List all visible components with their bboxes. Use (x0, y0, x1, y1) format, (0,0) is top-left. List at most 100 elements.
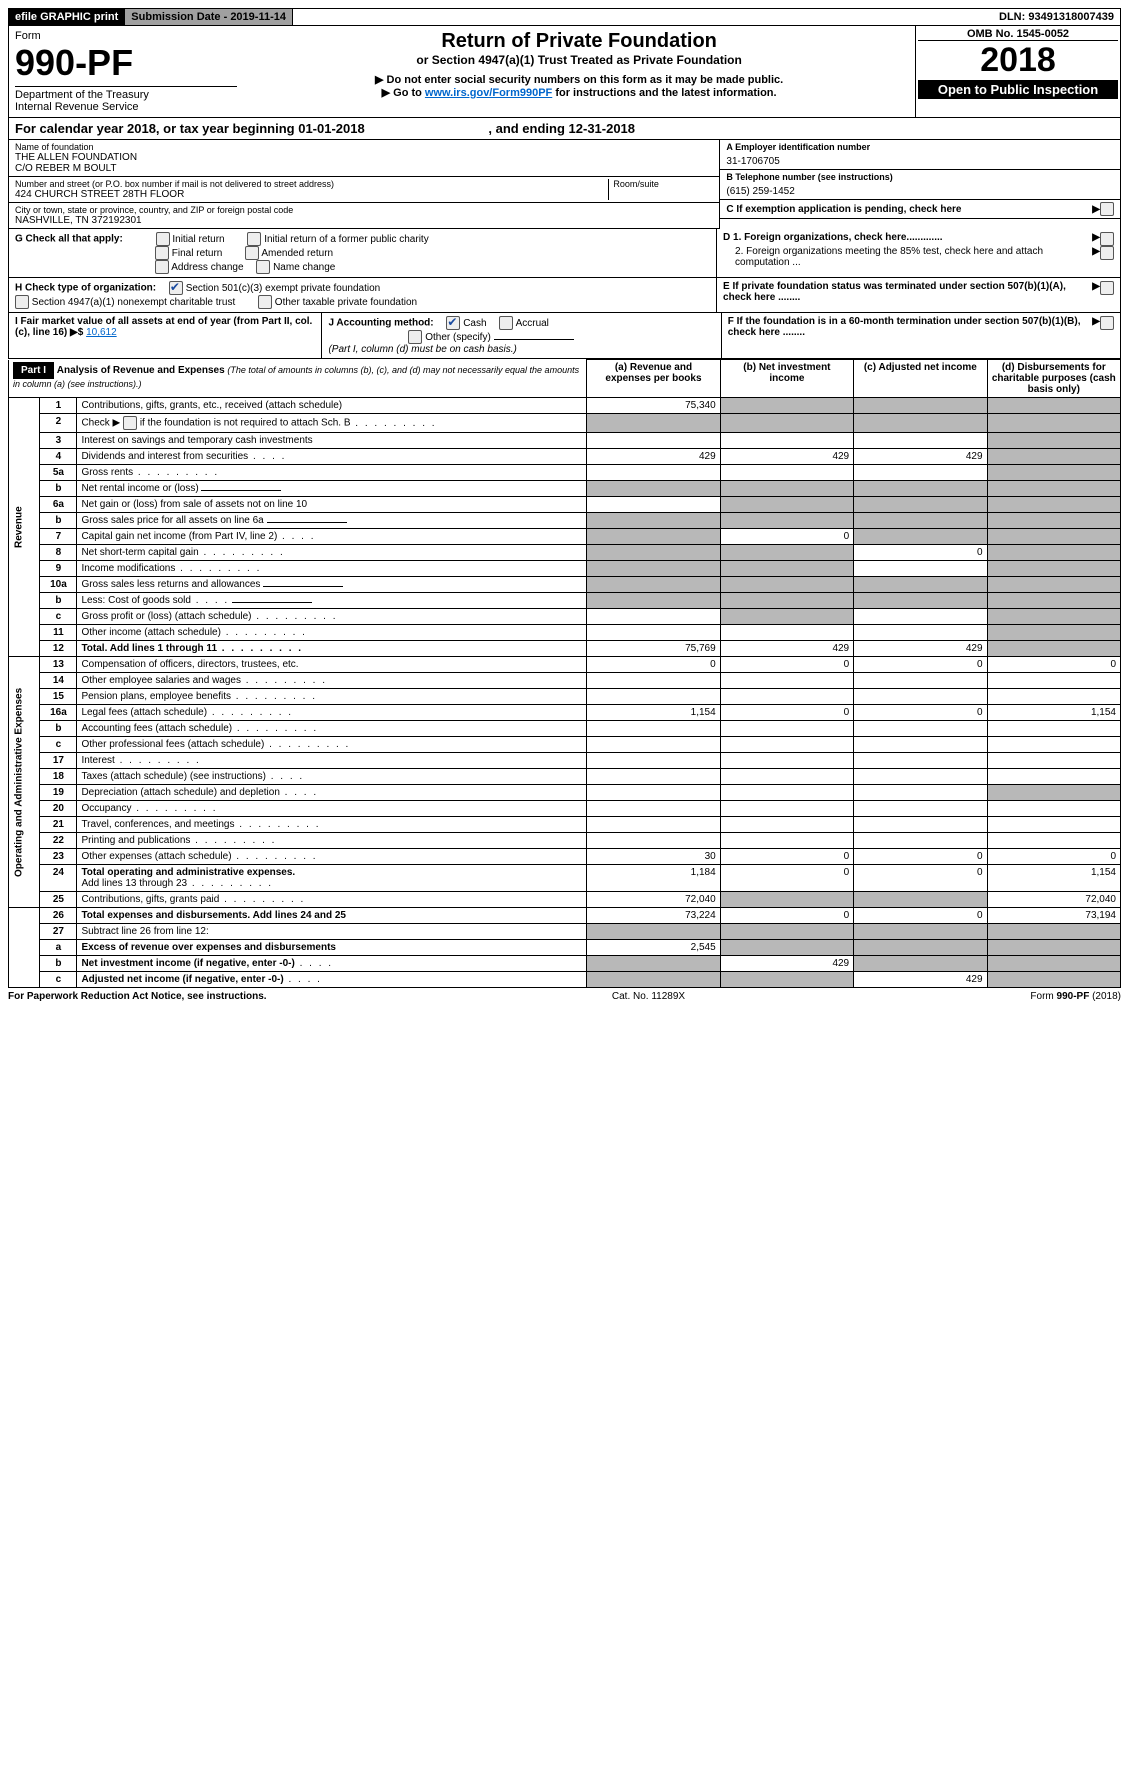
d1-label: D 1. Foreign organizations, check here..… (723, 232, 1092, 246)
e-checkbox[interactable] (1100, 281, 1114, 295)
city-state-zip: NASHVILLE, TN 372192301 (15, 215, 713, 226)
note2-post: for instructions and the latest informat… (552, 87, 776, 99)
i-value[interactable]: 10,612 (86, 327, 117, 338)
row14-desc: Other employee salaries and wages (77, 673, 587, 689)
row16a-b: 0 (720, 705, 853, 721)
row16c-desc: Other professional fees (attach schedule… (77, 737, 587, 753)
row27b-b: 429 (720, 956, 853, 972)
d1-checkbox[interactable] (1100, 232, 1114, 246)
omb-number: OMB No. 1545-0052 (918, 28, 1118, 41)
row1-a: 75,340 (587, 398, 720, 414)
section-h: H Check type of organization: Section 50… (8, 278, 1121, 313)
row24-a: 1,184 (587, 865, 720, 892)
expenses-vert-label: Operating and Administrative Expenses (9, 657, 40, 908)
row23-d: 0 (987, 849, 1120, 865)
name-label: Name of foundation (15, 142, 713, 152)
g-address-cb[interactable] (155, 260, 169, 274)
ein-value: 31-1706705 (726, 156, 1114, 167)
row27c-desc: Adjusted net income (if negative, enter … (77, 972, 587, 988)
cal-year-end: , and ending 12-31-2018 (488, 121, 635, 136)
row7-b: 0 (720, 529, 853, 545)
row2-cb[interactable] (123, 416, 137, 430)
row11-desc: Other income (attach schedule) (77, 625, 587, 641)
room-label: Room/suite (613, 179, 713, 189)
f-checkbox[interactable] (1100, 316, 1114, 330)
row26-d: 73,194 (987, 908, 1120, 924)
j-other-cb[interactable] (408, 330, 422, 344)
row17-desc: Interest (77, 753, 587, 769)
efile-button[interactable]: efile GRAPHIC print (9, 9, 125, 25)
submission-date: Submission Date - 2019-11-14 (125, 9, 293, 25)
row24-desc: Total operating and administrative expen… (77, 865, 587, 892)
j-cash-cb[interactable] (446, 316, 460, 330)
row24-c: 0 (854, 865, 987, 892)
addr-label: Number and street (or P.O. box number if… (15, 179, 608, 189)
ein-label: A Employer identification number (726, 142, 1114, 152)
h-4947-cb[interactable] (15, 295, 29, 309)
j-accrual-cb[interactable] (499, 316, 513, 330)
row12-a: 75,769 (587, 641, 720, 657)
row25-desc: Contributions, gifts, grants paid (77, 892, 587, 908)
row13-c: 0 (854, 657, 987, 673)
row16b-desc: Accounting fees (attach schedule) (77, 721, 587, 737)
row16a-c: 0 (854, 705, 987, 721)
section-g: G Check all that apply: Initial return I… (8, 229, 1121, 278)
d2-label: 2. Foreign organizations meeting the 85%… (723, 246, 1092, 268)
phone-value: (615) 259-1452 (726, 186, 1114, 197)
row24-d: 1,154 (987, 865, 1120, 892)
h-other-cb[interactable] (258, 295, 272, 309)
g-amended-cb[interactable] (245, 246, 259, 260)
g-initial-cb[interactable] (156, 232, 170, 246)
f-label: F If the foundation is in a 60-month ter… (728, 316, 1093, 355)
foundation-name-2: C/O REBER M BOULT (15, 163, 713, 174)
i-arrow: ▶$ (70, 327, 83, 338)
form-subtitle: or Section 4947(a)(1) Trust Treated as P… (247, 53, 911, 67)
revenue-vert-label: Revenue (9, 398, 40, 657)
form-number: 990-PF (15, 42, 237, 84)
h-501c3-cb[interactable] (169, 281, 183, 295)
city-label: City or town, state or province, country… (15, 205, 713, 215)
footer: For Paperwork Reduction Act Notice, see … (8, 988, 1121, 1005)
row26-desc: Total expenses and disbursements. Add li… (77, 908, 587, 924)
row23-desc: Other expenses (attach schedule) (77, 849, 587, 865)
row16a-d: 1,154 (987, 705, 1120, 721)
h-501c3: Section 501(c)(3) exempt private foundat… (186, 283, 381, 294)
col-b-header: (b) Net investment income (720, 360, 853, 398)
j-note: (Part I, column (d) must be on cash basi… (328, 344, 516, 355)
g-initial: Initial return (172, 234, 224, 245)
row27b-desc: Net investment income (if negative, ente… (77, 956, 587, 972)
h-4947: Section 4947(a)(1) nonexempt charitable … (32, 297, 235, 308)
h-other: Other taxable private foundation (275, 297, 417, 308)
row22-desc: Printing and publications (77, 833, 587, 849)
row3-desc: Interest on savings and temporary cash i… (77, 433, 587, 449)
row15-desc: Pension plans, employee benefits (77, 689, 587, 705)
irs-link[interactable]: www.irs.gov/Form990PF (425, 87, 552, 99)
g-final-cb[interactable] (155, 246, 169, 260)
row4-b: 429 (720, 449, 853, 465)
g-initial-former-cb[interactable] (247, 232, 261, 246)
dept-label: Department of the Treasury (15, 86, 237, 101)
g-final: Final return (172, 248, 223, 259)
i-label: I Fair market value of all assets at end… (15, 316, 312, 338)
row4-desc: Dividends and interest from securities (77, 449, 587, 465)
footer-left: For Paperwork Reduction Act Notice, see … (8, 991, 267, 1002)
row19-desc: Depreciation (attach schedule) and deple… (77, 785, 587, 801)
dln-number: DLN: 93491318007439 (993, 9, 1120, 25)
tax-year: 2018 (918, 41, 1118, 80)
c-checkbox[interactable] (1100, 202, 1114, 216)
part1-label: Part I (13, 362, 54, 379)
c-exemption-label: C If exemption application is pending, c… (726, 204, 1092, 215)
g-name-cb[interactable] (256, 260, 270, 274)
d2-checkbox[interactable] (1100, 246, 1114, 260)
row26-c: 0 (854, 908, 987, 924)
g-initial-former: Initial return of a former public charit… (264, 234, 429, 245)
e-label: E If private foundation status was termi… (723, 281, 1092, 309)
g-amended: Amended return (261, 248, 333, 259)
row8-c: 0 (854, 545, 987, 561)
row24-b: 0 (720, 865, 853, 892)
row12-c: 429 (854, 641, 987, 657)
row13-desc: Compensation of officers, directors, tru… (77, 657, 587, 673)
row16a-desc: Legal fees (attach schedule) (77, 705, 587, 721)
row25-d: 72,040 (987, 892, 1120, 908)
j-cash: Cash (463, 318, 486, 329)
